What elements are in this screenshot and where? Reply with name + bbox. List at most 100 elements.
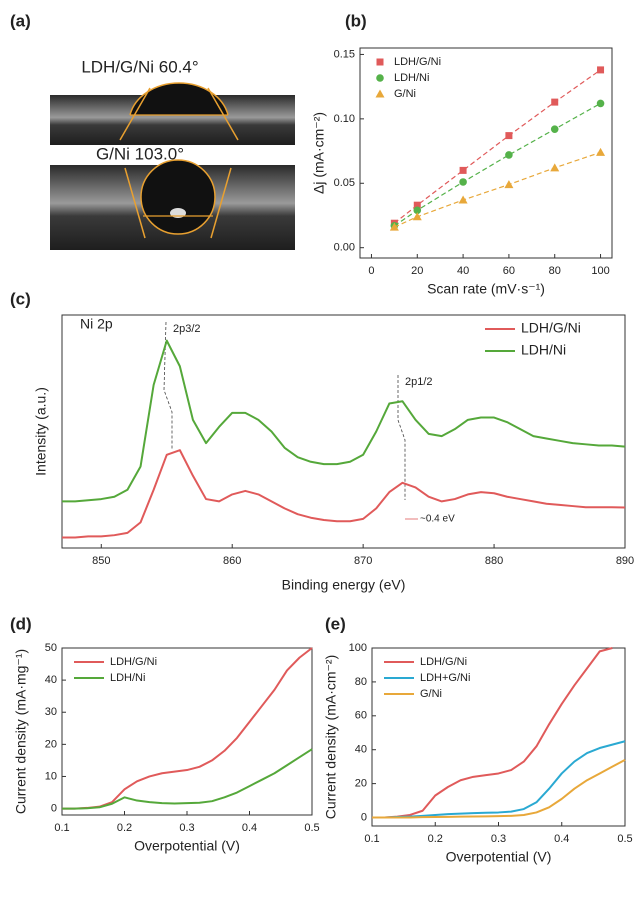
panel-label: (b) — [345, 11, 367, 30]
legend-label: LDH/G/Ni — [394, 56, 441, 68]
y-axis-label: Current density (mA·cm⁻²) — [323, 655, 339, 820]
legend-label: G/Ni — [394, 88, 416, 100]
x-tick-label: 20 — [411, 265, 423, 277]
marker — [459, 166, 467, 174]
marker — [596, 99, 605, 108]
legend-label: LDH/G/Ni — [420, 656, 467, 668]
y-tick-label: 40 — [45, 674, 57, 686]
x-tick-label: 880 — [485, 555, 503, 567]
legend-label: LDH/G/Ni — [521, 320, 581, 336]
series-line — [372, 647, 613, 819]
annotation: 2p1/2 — [405, 376, 433, 388]
x-axis-label: Scan rate (mV·s⁻¹) — [427, 281, 545, 297]
series-line — [372, 740, 626, 819]
plot-frame — [371, 647, 626, 827]
x-tick-label: 0.5 — [617, 833, 632, 845]
y-tick-label: 10 — [45, 770, 57, 782]
legend-marker — [376, 74, 384, 82]
plot: 0 20 40 60 80 100 0.00 0.05 0.10 0.15 Scan rate (m… — [311, 47, 613, 297]
x-tick-label: 0.2 — [117, 822, 132, 834]
series-line — [372, 759, 626, 819]
plot-frame — [61, 314, 626, 549]
x-tick-label: 0.4 — [242, 822, 257, 834]
x-tick-label: 890 — [616, 555, 634, 567]
marker — [596, 147, 606, 156]
trend-line — [394, 102, 601, 227]
annotation: ~0.4 eV — [420, 514, 455, 525]
series-line — [62, 748, 313, 810]
marker — [412, 212, 422, 221]
x-tick-label: 0.2 — [428, 833, 443, 845]
x-axis-label: Overpotential (V) — [134, 838, 240, 854]
series-line — [62, 449, 626, 539]
x-axis-label: Overpotential (V) — [446, 849, 552, 865]
x-tick-label: 0 — [368, 265, 374, 277]
x-tick-label: 40 — [457, 265, 469, 277]
y-tick-label: 0.15 — [334, 48, 355, 60]
annotation: Ni 2p — [80, 316, 113, 332]
y-axis-label: Δj (mA·cm⁻²) — [311, 112, 327, 194]
panel-label: (a) — [10, 11, 31, 30]
y-tick-label: 20 — [355, 778, 367, 790]
marker — [550, 125, 559, 133]
plot: 850 860 870 880 890 Binding energy (eV) Intens… — [33, 314, 634, 593]
y-tick-label: 0.10 — [334, 113, 355, 125]
annotation: LDH/G/Ni 60.4° — [81, 57, 198, 76]
legend-label: G/Ni — [420, 688, 442, 700]
marker — [389, 222, 399, 231]
y-tick-label: 20 — [45, 738, 57, 750]
x-tick-label: 0.3 — [491, 833, 506, 845]
x-tick-label: 0.5 — [304, 822, 319, 834]
x-tick-label: 80 — [549, 265, 561, 277]
peak-guide — [397, 375, 406, 500]
plot: 0.1 0.2 0.3 0.4 0.5 0 10 20 30 40 50 Overpotential … — [13, 642, 320, 854]
legend-marker — [375, 89, 385, 98]
contact-angle-photos — [50, 82, 295, 250]
x-tick-label: 60 — [503, 265, 515, 277]
y-tick-label: 0 — [361, 811, 367, 823]
y-tick-label: 0 — [51, 802, 57, 814]
y-axis-label: Intensity (a.u.) — [33, 387, 49, 476]
y-tick-label: 0.00 — [334, 242, 355, 254]
tangent — [119, 87, 151, 141]
peak-guide — [163, 321, 173, 450]
legend-label: LDH/Ni — [394, 72, 429, 84]
marker — [504, 180, 514, 189]
legend-label: LDH/Ni — [521, 342, 566, 358]
plot-frame — [359, 47, 613, 259]
plot: 0.1 0.2 0.3 0.4 0.5 0 20 40 60 80 100 Overpotential… — [323, 642, 633, 865]
outline — [140, 159, 216, 235]
marker — [459, 178, 467, 186]
tangent — [207, 87, 239, 141]
legend-label: LDH+G/Ni — [420, 672, 470, 684]
plot-frame — [61, 647, 313, 816]
marker — [505, 132, 513, 140]
series-line — [62, 647, 313, 810]
droplet — [130, 82, 228, 115]
tangent — [210, 167, 232, 239]
marker — [505, 151, 513, 159]
trend-line — [394, 151, 601, 228]
marker — [413, 206, 422, 215]
annotation: 2p3/2 — [173, 323, 201, 335]
x-tick-label: 0.1 — [364, 833, 379, 845]
marker — [458, 195, 468, 204]
y-axis-label: Current density (mA·mg⁻¹) — [13, 649, 29, 814]
marker — [550, 163, 560, 172]
legend-label: LDH/Ni — [110, 672, 145, 684]
marker — [413, 201, 421, 209]
panel-label: (e) — [325, 614, 346, 633]
x-tick-label: 0.4 — [554, 833, 569, 845]
y-tick-label: 100 — [349, 642, 367, 654]
x-axis-label: Binding energy (eV) — [282, 577, 406, 593]
marker — [551, 98, 559, 106]
legend-label: LDH/G/Ni — [110, 656, 157, 668]
x-tick-label: 860 — [223, 555, 241, 567]
y-tick-label: 0.05 — [334, 177, 355, 189]
panel-label: (d) — [10, 614, 32, 633]
annotation: G/Ni 103.0° — [96, 144, 184, 163]
tangent — [124, 167, 146, 239]
y-tick-label: 30 — [45, 706, 57, 718]
y-tick-label: 60 — [355, 710, 367, 722]
